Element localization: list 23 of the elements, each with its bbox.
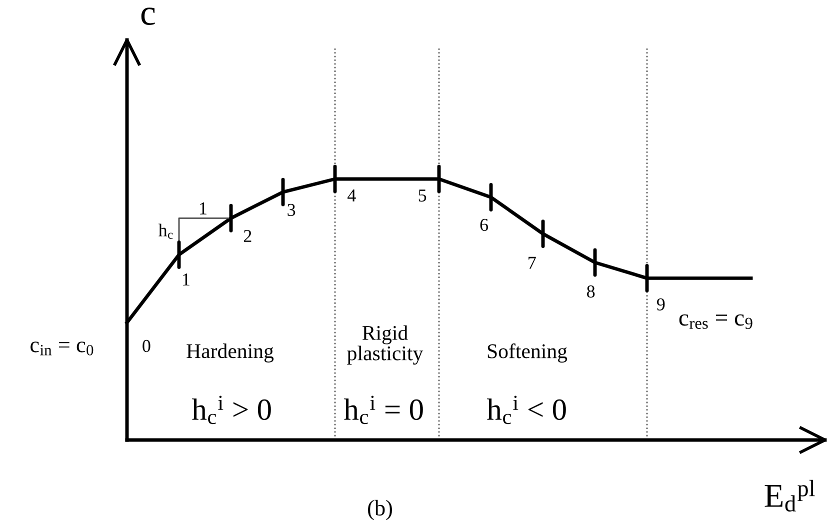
- annotation: 1: [183, 274, 190, 286]
- annotation: h$_{c}$$^{i}$ < 0: [486, 396, 566, 424]
- text: c$_{in}$ = c$_{0}$: [30, 342, 94, 356]
- y-axis-title: c: [141, 8, 155, 26]
- annotation: 8: [587, 285, 595, 298]
- annotation: h$_{c}$$^{i}$ > 0: [192, 396, 271, 424]
- annotation: c$_{res}$ = c$_{9}$: [679, 314, 752, 329]
- annotation: 3: [288, 204, 296, 216]
- annotation: 1: [200, 202, 206, 214]
- annotation: h$_{c}$$^{i}$ = 0: [344, 396, 423, 424]
- annotation: 7: [528, 256, 536, 269]
- annotation: 9: [656, 298, 665, 310]
- annotation: 0: [142, 340, 150, 352]
- annotation: Rigid plasticity: [347, 325, 424, 365]
- annotation: Softening: [488, 343, 568, 363]
- x-axis-title: E$_{d}$$^{pl}$: [764, 480, 815, 512]
- annotation: 6: [480, 218, 488, 231]
- text: (b): [368, 500, 392, 520]
- annotation: 2: [244, 230, 252, 242]
- annotation: Hardening: [186, 344, 274, 362]
- annotation: h$_{c}$: [158, 224, 173, 239]
- annotation: 5: [418, 190, 426, 202]
- annotation: 4: [348, 190, 356, 202]
